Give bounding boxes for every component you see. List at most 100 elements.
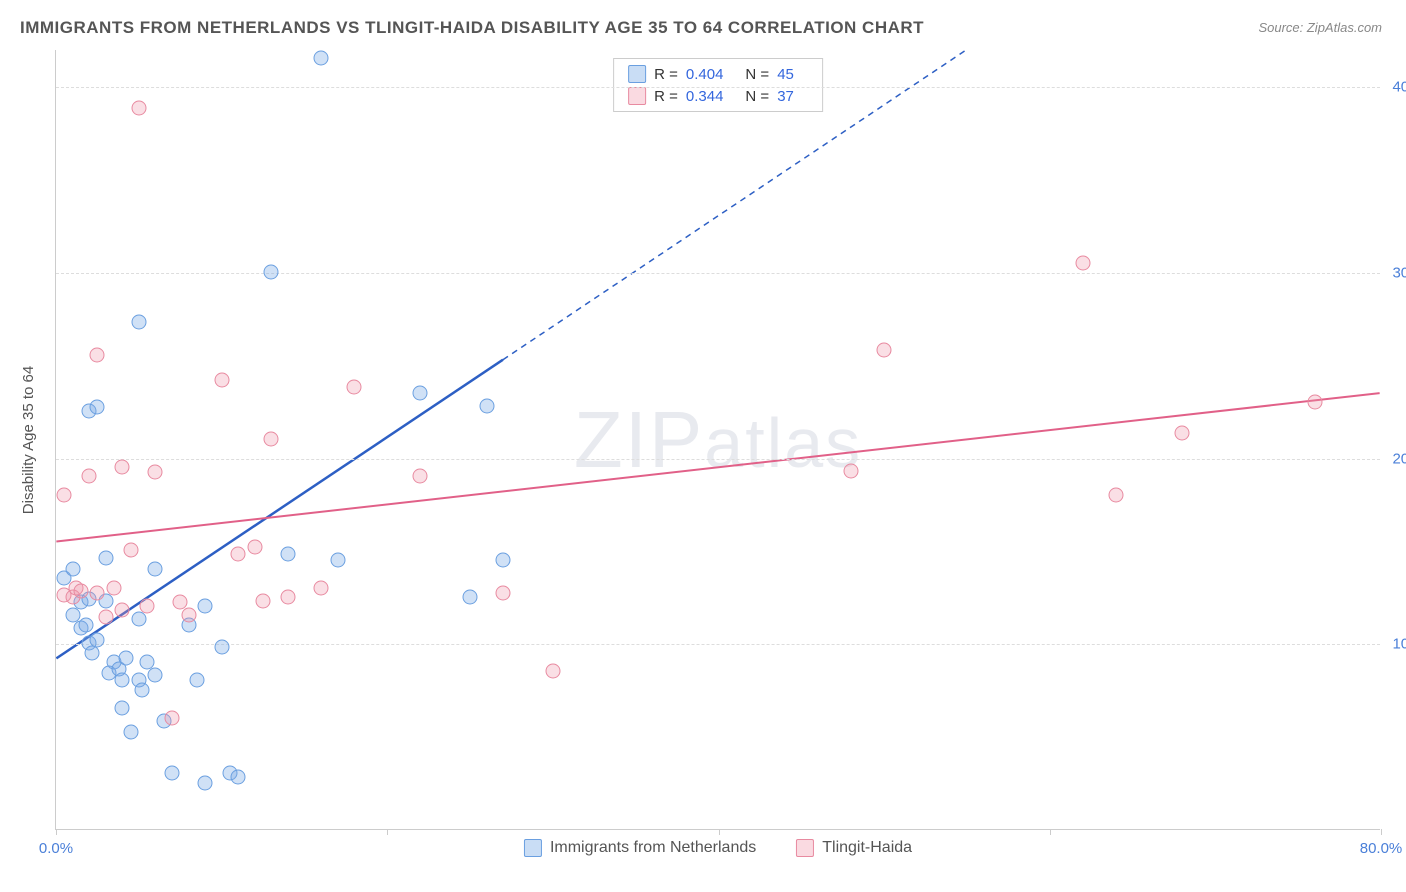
scatter-point <box>135 682 150 697</box>
scatter-point <box>214 372 229 387</box>
scatter-point <box>280 589 295 604</box>
scatter-point <box>106 580 121 595</box>
scatter-point <box>844 463 859 478</box>
n-label: N = <box>745 88 769 105</box>
scatter-point <box>85 645 100 660</box>
y-tick-label: 20.0% <box>1392 450 1406 467</box>
scatter-point <box>140 599 155 614</box>
scatter-point <box>479 398 494 413</box>
legend-item-a: Immigrants from Netherlands <box>524 839 756 857</box>
chart-container: IMMIGRANTS FROM NETHERLANDS VS TLINGIT-H… <box>0 0 1406 892</box>
legend-label-b: Tlingit-Haida <box>822 839 912 857</box>
scatter-point <box>413 385 428 400</box>
legend-row-b: R = 0.344 N = 37 <box>628 85 808 107</box>
scatter-point <box>118 651 133 666</box>
scatter-point <box>131 315 146 330</box>
scatter-point <box>1307 394 1322 409</box>
scatter-point <box>330 552 345 567</box>
x-tick <box>719 829 720 835</box>
scatter-point <box>164 710 179 725</box>
scatter-point <box>98 550 113 565</box>
scatter-point <box>164 766 179 781</box>
scatter-point <box>1109 487 1124 502</box>
scatter-point <box>131 612 146 627</box>
scatter-point <box>98 610 113 625</box>
scatter-point <box>198 775 213 790</box>
scatter-point <box>214 640 229 655</box>
scatter-point <box>123 543 138 558</box>
scatter-point <box>264 264 279 279</box>
scatter-point <box>181 608 196 623</box>
gridline-h <box>56 87 1380 88</box>
scatter-point <box>496 586 511 601</box>
scatter-point <box>82 469 97 484</box>
series-legend: Immigrants from Netherlands Tlingit-Haid… <box>524 839 912 857</box>
watermark: ZIPatlas <box>574 394 862 486</box>
gridline-h <box>56 273 1380 274</box>
scatter-point <box>148 562 163 577</box>
r-value-a: 0.404 <box>686 66 724 83</box>
scatter-point <box>131 101 146 116</box>
x-tick <box>56 829 57 835</box>
chart-title: IMMIGRANTS FROM NETHERLANDS VS TLINGIT-H… <box>20 18 924 38</box>
swatch-b-icon <box>796 839 814 857</box>
scatter-point <box>115 673 130 688</box>
scatter-point <box>463 589 478 604</box>
swatch-a-icon <box>524 839 542 857</box>
r-label: R = <box>654 66 678 83</box>
scatter-point <box>115 701 130 716</box>
scatter-point <box>115 602 130 617</box>
n-label: N = <box>745 66 769 83</box>
scatter-point <box>198 599 213 614</box>
scatter-point <box>73 584 88 599</box>
scatter-point <box>90 586 105 601</box>
n-value-b: 37 <box>777 88 794 105</box>
gridline-h <box>56 459 1380 460</box>
scatter-point <box>1075 255 1090 270</box>
scatter-point <box>314 580 329 595</box>
scatter-point <box>347 380 362 395</box>
scatter-point <box>231 770 246 785</box>
scatter-point <box>1175 426 1190 441</box>
scatter-point <box>264 432 279 447</box>
source-credit: Source: ZipAtlas.com <box>1258 20 1382 35</box>
x-tick <box>387 829 388 835</box>
scatter-point <box>90 400 105 415</box>
r-value-b: 0.344 <box>686 88 724 105</box>
legend-label-a: Immigrants from Netherlands <box>550 839 756 857</box>
scatter-point <box>189 673 204 688</box>
correlation-legend: R = 0.404 N = 45 R = 0.344 N = 37 <box>613 58 823 112</box>
y-tick-label: 30.0% <box>1392 264 1406 281</box>
r-label: R = <box>654 88 678 105</box>
scatter-point <box>115 459 130 474</box>
scatter-point <box>545 664 560 679</box>
scatter-point <box>280 547 295 562</box>
scatter-point <box>90 348 105 363</box>
scatter-point <box>231 547 246 562</box>
scatter-point <box>78 617 93 632</box>
gridline-h <box>56 644 1380 645</box>
scatter-point <box>247 539 262 554</box>
x-tick <box>1050 829 1051 835</box>
scatter-point <box>90 632 105 647</box>
swatch-a-icon <box>628 65 646 83</box>
scatter-point <box>57 487 72 502</box>
x-tick-label: 0.0% <box>39 840 73 857</box>
scatter-point <box>314 51 329 66</box>
y-tick-label: 10.0% <box>1392 636 1406 653</box>
scatter-point <box>65 562 80 577</box>
scatter-point <box>148 465 163 480</box>
x-tick <box>1381 829 1382 835</box>
scatter-point <box>496 552 511 567</box>
scatter-point <box>413 469 428 484</box>
x-tick-label: 80.0% <box>1360 840 1403 857</box>
plot-area: ZIPatlas R = 0.404 N = 45 R = 0.344 N = … <box>55 50 1380 830</box>
scatter-point <box>877 342 892 357</box>
y-tick-label: 40.0% <box>1392 79 1406 96</box>
n-value-a: 45 <box>777 66 794 83</box>
legend-row-a: R = 0.404 N = 45 <box>628 63 808 85</box>
scatter-point <box>148 667 163 682</box>
scatter-point <box>256 593 271 608</box>
swatch-b-icon <box>628 87 646 105</box>
scatter-point <box>123 725 138 740</box>
